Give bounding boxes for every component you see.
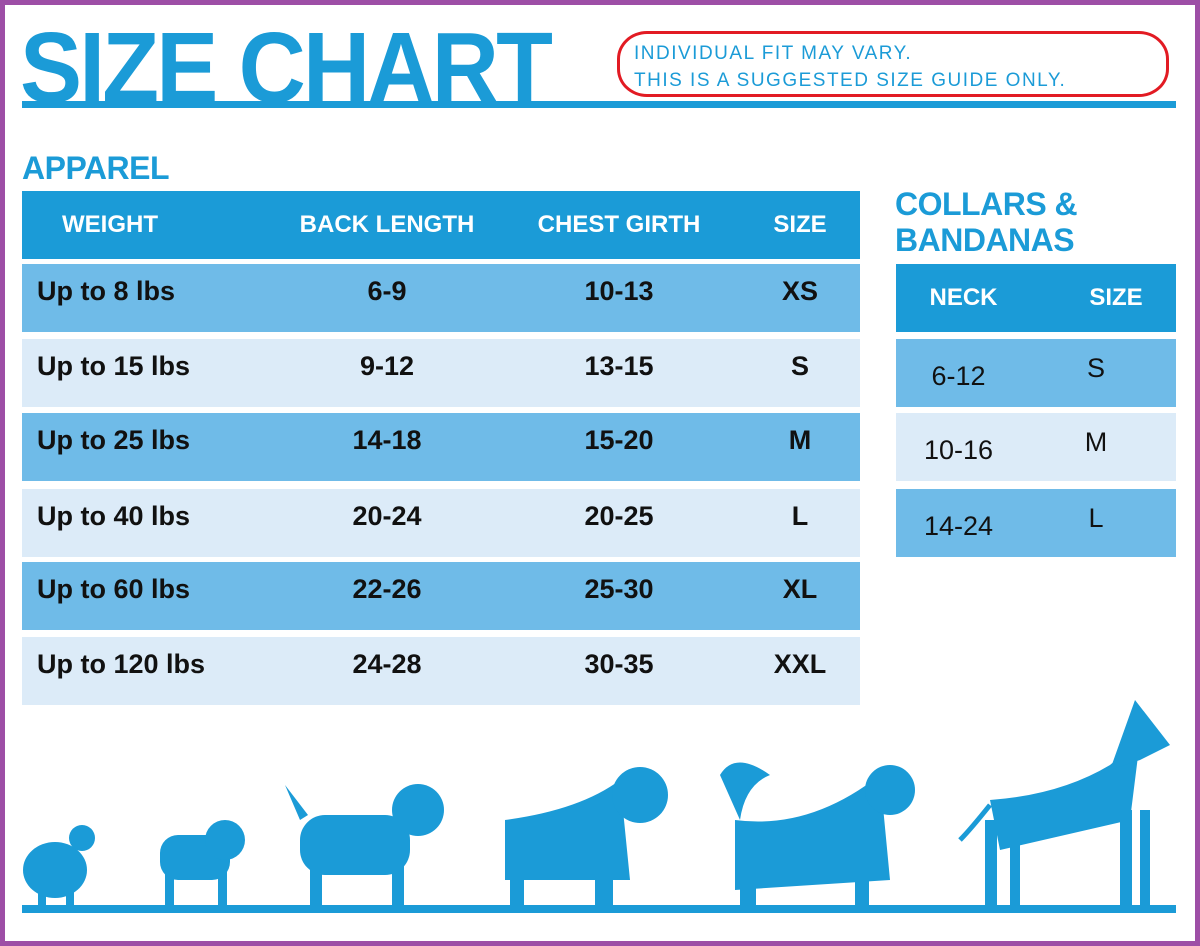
table-cell: 30-35 bbox=[584, 649, 654, 679]
column-header: CHEST GIRTH bbox=[537, 211, 701, 238]
collars-heading-line-2: BANDANAS bbox=[895, 222, 1075, 258]
table-row: 6-12 S bbox=[896, 339, 1176, 407]
dog-spaniel-icon bbox=[505, 767, 668, 908]
dog-husky-icon bbox=[720, 762, 915, 908]
column-header: WEIGHT bbox=[62, 211, 158, 238]
table-cell: 22-26 bbox=[352, 574, 422, 604]
table-cell: 6-12 bbox=[931, 361, 986, 391]
collars-header-row: NECK SIZE bbox=[896, 264, 1176, 332]
table-cell: XXL bbox=[773, 649, 827, 679]
table-row: 10-16 M bbox=[896, 413, 1176, 481]
table-row: Up to 40 lbs 20-24 20-25 L bbox=[22, 489, 860, 557]
collars-heading-line-1: COLLARS & bbox=[895, 186, 1078, 222]
table-cell: 24-28 bbox=[352, 649, 422, 679]
dog-beagle-icon bbox=[285, 784, 444, 908]
table-row: 14-24 L bbox=[896, 489, 1176, 557]
table-cell: Up to 40 lbs bbox=[37, 501, 191, 531]
disclaimer-line-2: THIS IS A SUGGESTED SIZE GUIDE ONLY. bbox=[634, 70, 1067, 91]
column-header: SIZE bbox=[773, 211, 827, 238]
table-row: Up to 15 lbs 9-12 13-15 S bbox=[22, 339, 860, 407]
table-cell: L bbox=[1088, 503, 1104, 533]
column-header: SIZE bbox=[1089, 284, 1143, 311]
dog-tiny-icon bbox=[23, 825, 95, 908]
table-cell: Up to 25 lbs bbox=[37, 425, 191, 455]
table-cell: 13-15 bbox=[584, 351, 654, 381]
apparel-heading: APPAREL bbox=[22, 150, 170, 186]
table-cell: S bbox=[1086, 353, 1105, 383]
table-cell: 20-25 bbox=[584, 501, 654, 531]
table-cell: 15-20 bbox=[584, 425, 654, 455]
dog-pug-icon bbox=[160, 820, 245, 908]
table-cell: M bbox=[788, 425, 812, 455]
table-row: Up to 8 lbs 6-9 10-13 XS bbox=[22, 264, 860, 332]
table-cell: 14-24 bbox=[923, 511, 994, 541]
table-cell: 14-18 bbox=[352, 425, 422, 455]
table-cell: 10-16 bbox=[923, 435, 994, 465]
column-header: NECK bbox=[929, 284, 998, 311]
table-cell: M bbox=[1084, 427, 1108, 457]
dog-great-dane-icon bbox=[958, 700, 1170, 908]
fit-disclaimer: INDIVIDUAL FIT MAY VARY. THIS IS A SUGGE… bbox=[617, 31, 1169, 97]
table-cell: Up to 120 lbs bbox=[37, 649, 206, 679]
table-row: Up to 120 lbs 24-28 30-35 XXL bbox=[22, 637, 860, 705]
table-cell: XS bbox=[781, 276, 819, 306]
table-row: Up to 25 lbs 14-18 15-20 M bbox=[22, 413, 860, 481]
table-cell: Up to 8 lbs bbox=[37, 276, 176, 306]
title-underline bbox=[22, 101, 1176, 108]
collars-heading: COLLARS & BANDANAS bbox=[895, 186, 1078, 258]
ground-line bbox=[22, 905, 1176, 913]
apparel-header-row: WEIGHT BACK LENGTH CHEST GIRTH SIZE bbox=[22, 191, 860, 259]
table-cell: 6-9 bbox=[367, 276, 407, 306]
table-cell: 20-24 bbox=[352, 501, 422, 531]
table-cell: Up to 60 lbs bbox=[37, 574, 191, 604]
table-row: Up to 60 lbs 22-26 25-30 XL bbox=[22, 562, 860, 630]
table-cell: S bbox=[790, 351, 809, 381]
disclaimer-line-1: INDIVIDUAL FIT MAY VARY. bbox=[634, 43, 913, 64]
table-cell: 25-30 bbox=[584, 574, 654, 604]
table-cell: Up to 15 lbs bbox=[37, 351, 191, 381]
table-cell: 9-12 bbox=[359, 351, 415, 381]
column-header: BACK LENGTH bbox=[299, 211, 475, 238]
table-cell: XL bbox=[782, 574, 818, 604]
table-cell: L bbox=[791, 501, 809, 531]
dog-silhouettes-illustration bbox=[22, 700, 1176, 913]
table-cell: 10-13 bbox=[584, 276, 654, 306]
